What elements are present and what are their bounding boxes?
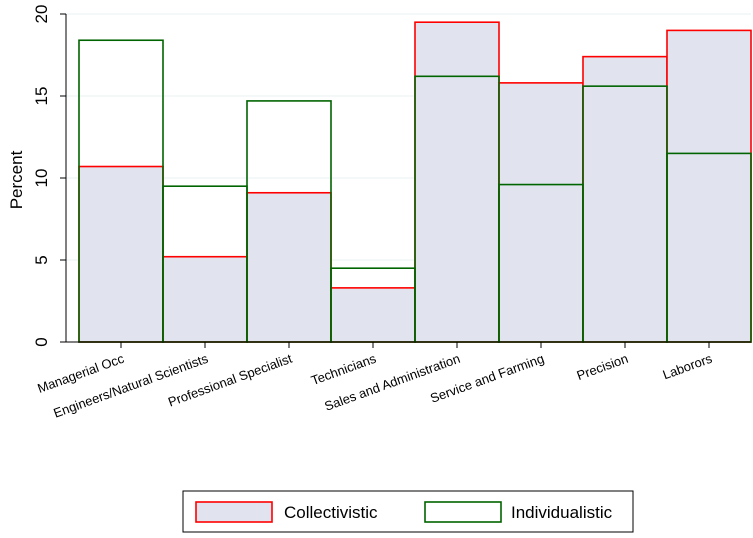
legend-swatch — [424, 501, 502, 523]
legend-label: Collectivistic — [284, 503, 378, 522]
bar-collectivistic — [78, 165, 164, 343]
y-tick-label: 0 — [32, 337, 51, 346]
x-tick-label: Precision — [575, 351, 630, 383]
bar-collectivistic — [414, 21, 500, 343]
y-tick-label: 20 — [32, 5, 51, 24]
x-tick-label: Laborors — [661, 351, 715, 383]
y-tick-label: 10 — [32, 169, 51, 188]
y-tick-label: 5 — [32, 255, 51, 264]
y-axis-label: Percent — [7, 150, 26, 209]
bar-collectivistic — [246, 191, 332, 343]
bar-collectivistic — [330, 287, 416, 343]
bars — [78, 21, 752, 343]
x-tick-label: Engineers/Natural Scientists — [51, 351, 210, 421]
bar-collectivistic — [162, 255, 248, 343]
bar-collectivistic — [498, 82, 584, 343]
legend-label: Individualistic — [511, 503, 613, 522]
y-tick-label: 15 — [32, 87, 51, 106]
x-tick-label: Sales and Administration — [322, 351, 462, 414]
legend: Collectivistic Individualistic — [182, 490, 634, 533]
bar-collectivistic — [582, 55, 668, 343]
bar-collectivistic — [666, 29, 752, 343]
legend-swatch — [195, 501, 273, 523]
